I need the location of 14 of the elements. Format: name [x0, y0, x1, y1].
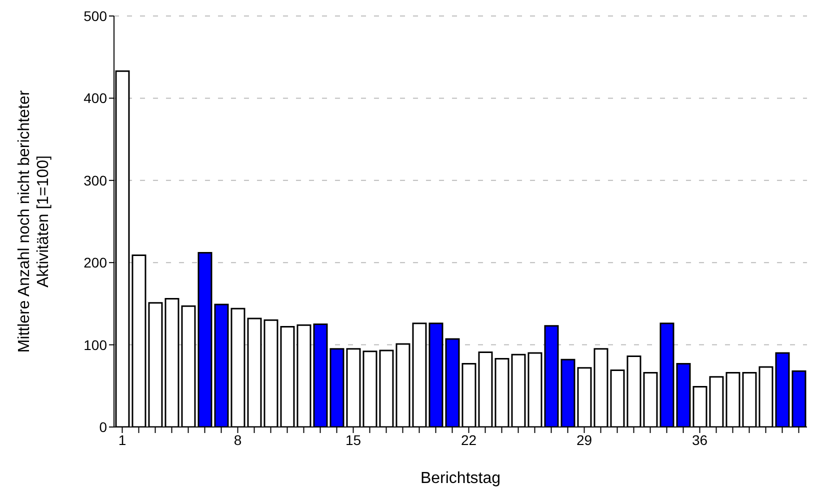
y-tick-label: 0 — [99, 418, 108, 435]
y-axis-title: Mittlere Anzahl noch nicht berichteter Aktivitäten [1=100] — [16, 90, 52, 353]
x-tick-label: 36 — [692, 432, 708, 448]
y-tick-label: 100 — [84, 336, 108, 353]
y-tick-label: 400 — [84, 90, 108, 106]
x-axis-title: Berichtstag — [420, 470, 501, 487]
y-tick-label: 200 — [84, 254, 108, 271]
x-tick-label: 8 — [234, 432, 242, 448]
x-tick-label: 22 — [460, 432, 477, 448]
x-tick-label: 1 — [118, 432, 126, 448]
x-tick-label: 29 — [576, 432, 592, 448]
y-tick-label: 300 — [84, 172, 108, 188]
x-tick-label: 15 — [345, 432, 362, 448]
y-tick-label: 500 — [84, 8, 108, 24]
